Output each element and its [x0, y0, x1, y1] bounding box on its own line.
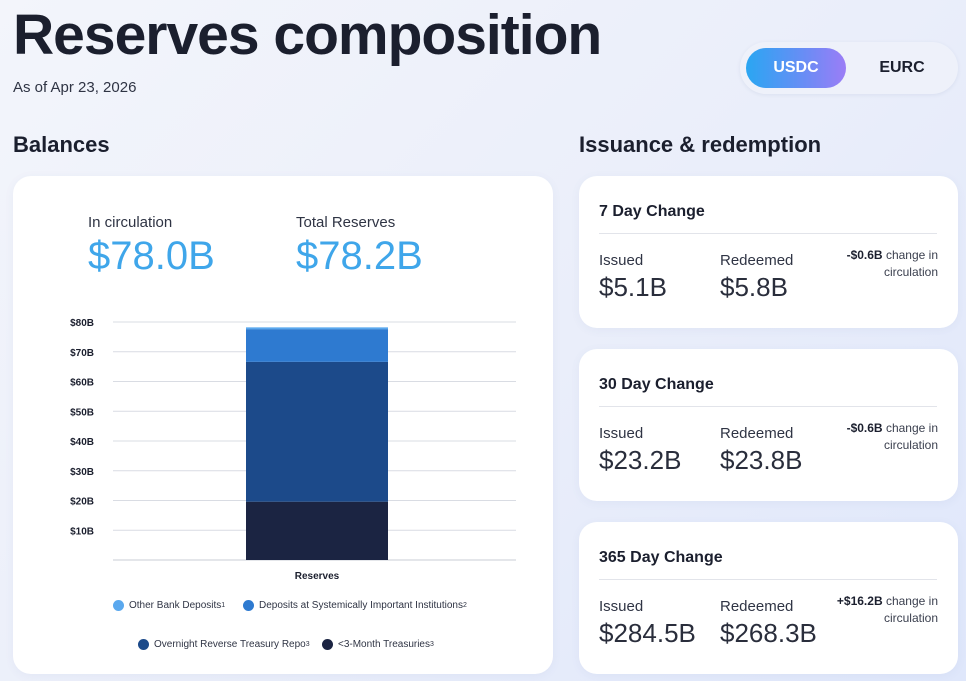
legend-footnote: 1: [221, 602, 226, 609]
change-amount: +$16.2B: [836, 594, 883, 608]
eurc-toggle-button[interactable]: EURC: [879, 59, 925, 76]
reserves-stacked-bar-chart: $10B $20B $30B $40B $50B $60B $70B $80B Reserves: [70, 318, 516, 582]
card-title: 30 Day Change: [599, 376, 714, 393]
change-text: change in circulation: [882, 248, 938, 279]
issued-value: $284.5B: [599, 618, 696, 648]
page-title: Reserves composition: [13, 3, 602, 67]
usdc-toggle-button[interactable]: USDC: [746, 48, 846, 88]
issued-value: $5.1B: [599, 272, 667, 302]
in-circulation-value: $78.0B: [88, 234, 215, 278]
y-tick-label: $10B: [70, 526, 94, 537]
y-tick-label: $30B: [70, 467, 94, 478]
y-tick-label: $60B: [70, 378, 94, 389]
circulation-change: -$0.6B change in circulation: [818, 247, 938, 281]
redeemed-label: Redeemed: [720, 252, 794, 269]
change-amount: -$0.6B: [846, 248, 883, 262]
legend-label: Overnight Reverse Treasury Repo: [154, 639, 306, 650]
y-tick-label: $80B: [70, 318, 94, 329]
issued-label: Issued: [599, 252, 644, 269]
legend-treasuries: <3-Month Treasuries 3: [322, 639, 434, 650]
redeemed-label: Redeemed: [720, 425, 794, 442]
legend-footnote: 3: [305, 641, 310, 648]
legend-footnote: 2: [462, 602, 467, 609]
total-reserves-value: $78.2B: [296, 234, 423, 278]
circulation-change: +$16.2B change in circulation: [818, 593, 938, 627]
redeemed-value: $23.8B: [720, 445, 803, 475]
bar-segment: [246, 361, 388, 502]
y-tick-label: $40B: [70, 437, 94, 448]
bar-segment: [246, 329, 388, 362]
in-circulation-label: In circulation: [88, 214, 173, 231]
legend-swatch: [138, 639, 149, 650]
issuance-title: Issuance & redemption: [579, 132, 822, 157]
y-tick-label: $70B: [70, 348, 94, 359]
legend-swatch: [322, 639, 333, 650]
issuance-card-30-day: 30 Day Change Issued $23.2B Redeemed $23…: [579, 349, 958, 501]
currency-toggle[interactable]: USDC EURC: [740, 42, 958, 94]
bar-segment: [246, 501, 388, 560]
as-of-date: As of Apr 23, 2026: [13, 79, 137, 96]
total-reserves-label: Total Reserves: [296, 214, 396, 231]
balances-title: Balances: [13, 132, 110, 157]
legend-other-bank-deposits: Other Bank Deposits 1: [113, 600, 225, 611]
bar-segment: [246, 327, 388, 330]
legend-label: Deposits at Systemically Important Insti…: [259, 600, 463, 611]
issuance-card-365-day: 365 Day Change Issued $284.5B Redeemed $…: [579, 522, 958, 674]
redeemed-value: $5.8B: [720, 272, 788, 302]
legend-footnote: 3: [430, 641, 434, 648]
issuance-card-7-day: 7 Day Change Issued $5.1B Redeemed $5.8B…: [579, 176, 958, 328]
legend-label: <3-Month Treasuries: [338, 639, 430, 650]
divider: [599, 406, 937, 407]
card-title: 7 Day Change: [599, 203, 705, 220]
legend-overnight-reverse-repo: Overnight Reverse Treasury Repo 3: [138, 639, 310, 650]
circulation-change: -$0.6B change in circulation: [818, 420, 938, 454]
legend-deposits-systemically-important: Deposits at Systemically Important Insti…: [243, 600, 467, 611]
legend-swatch: [113, 600, 124, 611]
redeemed-value: $268.3B: [720, 618, 817, 648]
change-text: change in circulation: [882, 594, 938, 625]
legend-label: Other Bank Deposits: [129, 600, 222, 611]
issued-label: Issued: [599, 425, 644, 442]
card-title: 365 Day Change: [599, 549, 723, 566]
divider: [599, 233, 937, 234]
x-category-label: Reserves: [295, 571, 340, 582]
y-tick-label: $20B: [70, 497, 94, 508]
issued-label: Issued: [599, 598, 644, 615]
change-text: change in circulation: [882, 421, 938, 452]
divider: [599, 579, 937, 580]
change-amount: -$0.6B: [846, 421, 883, 435]
legend-swatch: [243, 600, 254, 611]
balances-card: In circulation $78.0B Total Reserves $78…: [13, 176, 553, 674]
redeemed-label: Redeemed: [720, 598, 794, 615]
issued-value: $23.2B: [599, 445, 682, 475]
y-tick-label: $50B: [70, 407, 94, 418]
